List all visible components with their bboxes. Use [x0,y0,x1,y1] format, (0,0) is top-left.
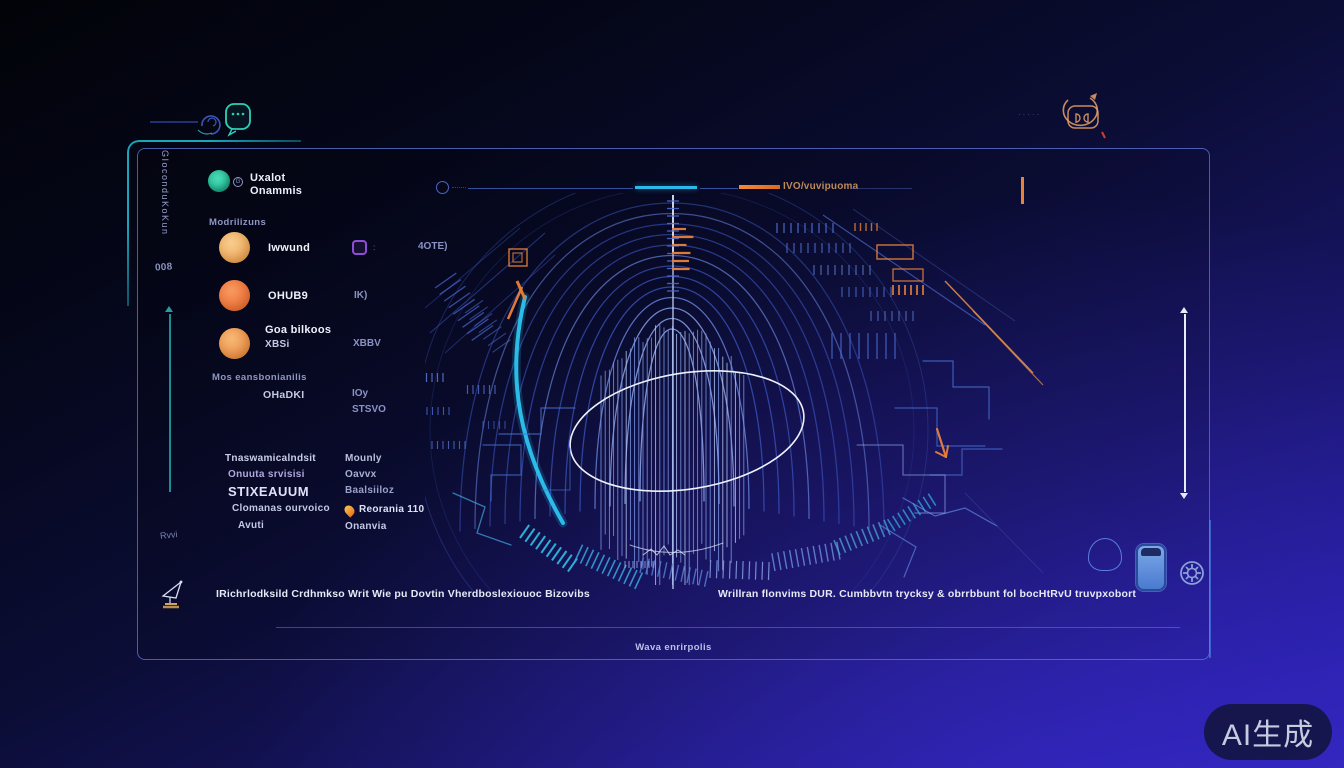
footer-caption: Wava enrirpolis [635,642,712,653]
user-title-line2: Onammis [250,185,303,197]
brand-swirl-logo-icon [150,103,251,137]
ai-generated-watermark: AI生成 [1204,704,1332,760]
rail-bottom-label: Rvvi [159,529,178,541]
progress-label: IVO/vuvipuoma [783,181,859,192]
detail-left-highlight: STIXEAUUM [228,484,310,499]
metric-value-1: IOy [352,388,369,399]
left-scroll-track[interactable] [169,314,171,492]
footer-divider [276,627,1180,628]
rail-code-label: 008 [154,261,173,274]
member-name: OHUB9 [268,290,309,302]
progress-node-icon [436,181,449,194]
scroll-up-arrow-icon[interactable] [165,306,173,312]
member-value: 4OTE) [418,241,448,252]
blob-tool-icon[interactable] [1088,538,1122,571]
detail-right-row: Oavvx [345,469,377,480]
user-title-line1: Uxalot [250,172,286,184]
member-avatar [219,232,250,263]
right-scroll-track[interactable] [1184,314,1186,492]
right-scroll-down-arrow-icon[interactable] [1180,493,1188,499]
teal-corner-bracket [127,140,301,306]
dots-icon: : [373,243,376,252]
progress-dotted-segment [452,187,466,188]
detail-left-row: Clomanas ourvoico [232,503,330,514]
vertical-rail-label: GIoconduKoKun [160,150,170,236]
member-avatar [219,280,250,311]
detail-right-row: Onanvia [345,521,387,532]
detail-left-row: Avuti [238,520,265,531]
device-icon[interactable] [1136,544,1166,591]
orange-marker-tick [1021,177,1024,204]
metric-value-2: STSVO [352,404,386,415]
detail-left-row: Tnaswamicalndsit [225,453,316,464]
progress-bar-cyan [635,186,697,189]
detail-left-row: Onuuta srvisisi [228,469,305,480]
member-checkbox[interactable] [352,240,367,255]
status-left-text: IRichrlodksild Crdhmkso Writ Wie pu Dovt… [216,588,590,600]
member-value: XBBV [353,338,381,349]
neural-visualization [425,193,1044,593]
avatar-badge: G [233,177,243,187]
gear-icon[interactable] [1178,559,1206,587]
member-subname: XBSi [265,339,290,350]
progress-track [468,188,633,189]
status-right-text: Wrillran flonvims DUR. Cumbbvtn trycksy … [718,588,1137,600]
member-value: IK) [354,290,368,301]
user-avatar[interactable] [208,170,230,192]
faint-dots-label: ····· [1018,110,1042,119]
section-members-title: Modrilizuns [209,217,267,228]
progress-bar-orange [739,185,780,189]
detail-right-row: Mounly [345,453,382,464]
orange-loop-logo-icon [1062,93,1106,139]
section-metric-title: Mos eansbonianilis [212,372,307,383]
member-avatar [219,328,250,359]
member-name: Iwwund [268,242,311,254]
progress-track [852,188,912,189]
detail-right-row: Baalsiiloz [345,485,395,496]
satellite-emblem-icon [161,580,183,609]
right-scroll-up-arrow-icon[interactable] [1180,307,1188,313]
detail-right-highlight: Reorania 110 [359,504,425,515]
panel-edge-highlight [1209,520,1211,658]
member-name: Goa bilkoos [265,324,332,336]
progress-track [700,188,738,189]
metric-label: OHaDKI [263,389,305,401]
